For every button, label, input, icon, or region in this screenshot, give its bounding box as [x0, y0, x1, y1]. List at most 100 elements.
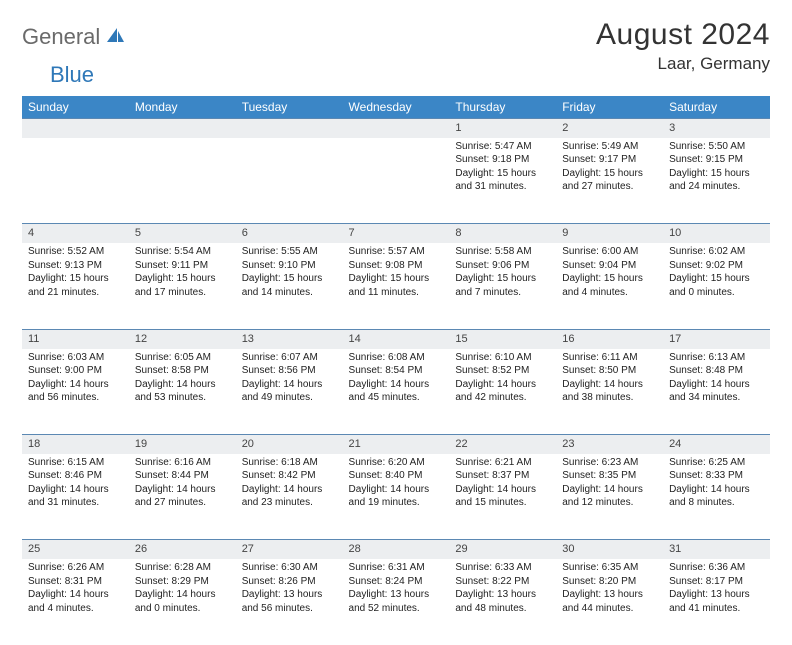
- daylight-text: Daylight: 15 hours: [135, 272, 230, 286]
- day-cell: Sunrise: 5:55 AMSunset: 9:10 PMDaylight:…: [236, 243, 343, 329]
- day-number: [343, 119, 450, 138]
- day-number: 7: [343, 224, 450, 243]
- daylight-text: and 12 minutes.: [562, 496, 657, 510]
- daylight-text: and 21 minutes.: [28, 286, 123, 300]
- daylight-text: and 34 minutes.: [669, 391, 764, 405]
- sunset-text: Sunset: 8:48 PM: [669, 364, 764, 378]
- daylight-text: and 0 minutes.: [669, 286, 764, 300]
- weekday-row: Sunday Monday Tuesday Wednesday Thursday…: [22, 96, 770, 119]
- daylight-text: and 56 minutes.: [28, 391, 123, 405]
- brand-part2: Blue: [22, 62, 94, 88]
- day-cell: Sunrise: 5:54 AMSunset: 9:11 PMDaylight:…: [129, 243, 236, 329]
- month-title: August 2024: [596, 18, 770, 52]
- sunset-text: Sunset: 9:18 PM: [455, 153, 550, 167]
- sunrise-text: Sunrise: 6:23 AM: [562, 456, 657, 470]
- sunset-text: Sunset: 8:33 PM: [669, 469, 764, 483]
- day-cell: Sunrise: 6:10 AMSunset: 8:52 PMDaylight:…: [449, 349, 556, 435]
- sunset-text: Sunset: 8:42 PM: [242, 469, 337, 483]
- daylight-text: and 38 minutes.: [562, 391, 657, 405]
- sunset-text: Sunset: 9:04 PM: [562, 259, 657, 273]
- daylight-text: Daylight: 14 hours: [455, 378, 550, 392]
- sunrise-text: Sunrise: 6:08 AM: [349, 351, 444, 365]
- weekday-header: Monday: [129, 96, 236, 119]
- day-cell: Sunrise: 6:36 AMSunset: 8:17 PMDaylight:…: [663, 559, 770, 645]
- daylight-text: Daylight: 15 hours: [242, 272, 337, 286]
- day-number-row: 45678910: [22, 224, 770, 243]
- day-number: 21: [343, 435, 450, 454]
- sunrise-text: Sunrise: 5:49 AM: [562, 140, 657, 154]
- sunrise-text: Sunrise: 6:11 AM: [562, 351, 657, 365]
- daylight-text: and 24 minutes.: [669, 180, 764, 194]
- daylight-text: Daylight: 15 hours: [349, 272, 444, 286]
- sunset-text: Sunset: 9:10 PM: [242, 259, 337, 273]
- day-number: 1: [449, 119, 556, 138]
- sunrise-text: Sunrise: 6:21 AM: [455, 456, 550, 470]
- day-number: 31: [663, 540, 770, 559]
- daylight-text: Daylight: 13 hours: [242, 588, 337, 602]
- day-cell: Sunrise: 6:31 AMSunset: 8:24 PMDaylight:…: [343, 559, 450, 645]
- day-cell: Sunrise: 6:05 AMSunset: 8:58 PMDaylight:…: [129, 349, 236, 435]
- sunset-text: Sunset: 8:52 PM: [455, 364, 550, 378]
- daylight-text: Daylight: 15 hours: [669, 272, 764, 286]
- sunrise-text: Sunrise: 6:00 AM: [562, 245, 657, 259]
- sunrise-text: Sunrise: 6:10 AM: [455, 351, 550, 365]
- brand-logo: General: [22, 18, 127, 50]
- day-cell: Sunrise: 6:23 AMSunset: 8:35 PMDaylight:…: [556, 454, 663, 540]
- sunrise-text: Sunrise: 6:25 AM: [669, 456, 764, 470]
- sunrise-text: Sunrise: 6:20 AM: [349, 456, 444, 470]
- daylight-text: and 45 minutes.: [349, 391, 444, 405]
- daylight-text: Daylight: 15 hours: [562, 272, 657, 286]
- weekday-header: Wednesday: [343, 96, 450, 119]
- sunset-text: Sunset: 8:50 PM: [562, 364, 657, 378]
- day-cell: [343, 138, 450, 224]
- daylight-text: Daylight: 14 hours: [349, 483, 444, 497]
- location: Laar, Germany: [596, 54, 770, 74]
- day-cell: Sunrise: 6:03 AMSunset: 9:00 PMDaylight:…: [22, 349, 129, 435]
- daylight-text: and 7 minutes.: [455, 286, 550, 300]
- daylight-text: Daylight: 14 hours: [242, 483, 337, 497]
- day-number: 13: [236, 329, 343, 348]
- sunrise-text: Sunrise: 6:05 AM: [135, 351, 230, 365]
- sunrise-text: Sunrise: 5:47 AM: [455, 140, 550, 154]
- daylight-text: and 0 minutes.: [135, 602, 230, 616]
- sunrise-text: Sunrise: 6:13 AM: [669, 351, 764, 365]
- day-cell: Sunrise: 6:16 AMSunset: 8:44 PMDaylight:…: [129, 454, 236, 540]
- day-cell: Sunrise: 5:50 AMSunset: 9:15 PMDaylight:…: [663, 138, 770, 224]
- daylight-text: Daylight: 14 hours: [135, 588, 230, 602]
- day-cell: Sunrise: 5:57 AMSunset: 9:08 PMDaylight:…: [343, 243, 450, 329]
- daylight-text: and 53 minutes.: [135, 391, 230, 405]
- sunrise-text: Sunrise: 6:07 AM: [242, 351, 337, 365]
- day-number-row: 123: [22, 119, 770, 138]
- daylight-text: and 56 minutes.: [242, 602, 337, 616]
- day-number-row: 25262728293031: [22, 540, 770, 559]
- day-content-row: Sunrise: 5:47 AMSunset: 9:18 PMDaylight:…: [22, 138, 770, 224]
- sunrise-text: Sunrise: 5:50 AM: [669, 140, 764, 154]
- sunrise-text: Sunrise: 5:57 AM: [349, 245, 444, 259]
- day-number-row: 11121314151617: [22, 329, 770, 348]
- sunset-text: Sunset: 9:17 PM: [562, 153, 657, 167]
- day-cell: Sunrise: 6:07 AMSunset: 8:56 PMDaylight:…: [236, 349, 343, 435]
- daylight-text: Daylight: 14 hours: [242, 378, 337, 392]
- daylight-text: and 49 minutes.: [242, 391, 337, 405]
- daylight-text: Daylight: 13 hours: [562, 588, 657, 602]
- day-number: 29: [449, 540, 556, 559]
- day-number: 28: [343, 540, 450, 559]
- daylight-text: and 15 minutes.: [455, 496, 550, 510]
- day-cell: [129, 138, 236, 224]
- day-cell: Sunrise: 6:20 AMSunset: 8:40 PMDaylight:…: [343, 454, 450, 540]
- sunset-text: Sunset: 9:08 PM: [349, 259, 444, 273]
- day-number: 15: [449, 329, 556, 348]
- day-number: 24: [663, 435, 770, 454]
- daylight-text: and 14 minutes.: [242, 286, 337, 300]
- day-number-row: 18192021222324: [22, 435, 770, 454]
- day-cell: Sunrise: 5:47 AMSunset: 9:18 PMDaylight:…: [449, 138, 556, 224]
- sunrise-text: Sunrise: 6:28 AM: [135, 561, 230, 575]
- sunset-text: Sunset: 8:35 PM: [562, 469, 657, 483]
- day-content-row: Sunrise: 6:26 AMSunset: 8:31 PMDaylight:…: [22, 559, 770, 645]
- day-cell: [22, 138, 129, 224]
- daylight-text: and 27 minutes.: [562, 180, 657, 194]
- sunset-text: Sunset: 8:20 PM: [562, 575, 657, 589]
- sunset-text: Sunset: 8:22 PM: [455, 575, 550, 589]
- daylight-text: Daylight: 13 hours: [349, 588, 444, 602]
- day-cell: Sunrise: 6:00 AMSunset: 9:04 PMDaylight:…: [556, 243, 663, 329]
